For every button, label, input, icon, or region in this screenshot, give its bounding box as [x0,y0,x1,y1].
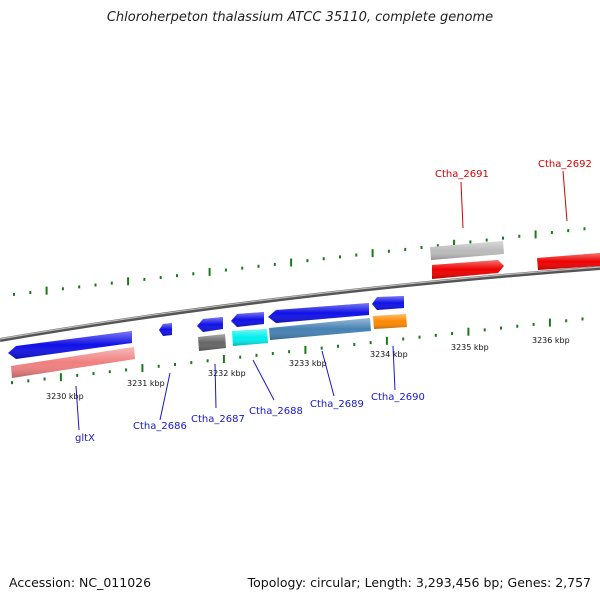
scale-label-3232: 3232 kbp [208,369,246,378]
gene-ctha-2686-arrow[interactable] [159,323,172,336]
gene-label-gltX[interactable]: gltX [75,433,95,444]
gene-ctha-2692-arrow[interactable] [537,253,600,270]
gene-label-ctha-2691[interactable]: Ctha_2691 [435,169,489,180]
gene-ctha-2687-arrow[interactable] [197,317,223,332]
scale-label-3231: 3231 kbp [127,379,165,388]
map-title: Chloroherpeton thalassium ATCC 35110, co… [106,10,494,25]
gene-label-ctha-2688[interactable]: Ctha_2688 [249,406,303,417]
gene-ctha-2690-arrow[interactable] [372,296,404,310]
feature-bar-ctha-2688[interactable] [232,329,268,346]
scale-label-3233: 3233 kbp [289,359,327,368]
upper-tick-row [13,227,586,296]
feature-bar-ctha-2691[interactable] [430,241,504,260]
scale-label-3230: 3230 kbp [46,392,84,401]
gene-label-ctha-2686[interactable]: Ctha_2686 [133,421,187,432]
accession-text: Accession: NC_011026 [9,575,152,590]
label-leader-lines [75,345,396,431]
gene-label-ctha-2690[interactable]: Ctha_2690 [371,392,425,403]
scale-label-3236: 3236 kbp [532,336,570,345]
genome-summary-text: Topology: circular; Length: 3,293,456 bp… [247,575,591,590]
gene-ctha-2688-arrow[interactable] [231,312,264,327]
scale-label-3235: 3235 kbp [451,343,489,352]
gene-label-ctha-2689[interactable]: Ctha_2689 [310,399,364,410]
gene-ctha-2691-arrow[interactable] [432,260,504,279]
feature-bar-ctha-2689[interactable] [269,318,371,340]
gene-ctha-2689-arrow[interactable] [268,303,369,323]
lower-tick-row [11,317,584,385]
genome-backbone [0,266,600,342]
feature-bar-gltX[interactable] [11,347,135,378]
feature-bar-ctha-2687[interactable] [198,334,226,351]
gene-gltX-arrow[interactable] [8,331,132,359]
scale-label-3234: 3234 kbp [370,350,408,359]
feature-bar-ctha-2690[interactable] [373,314,407,329]
gene-label-ctha-2687[interactable]: Ctha_2687 [191,414,245,425]
gene-label-ctha-2692[interactable]: Ctha_2692 [538,159,592,170]
